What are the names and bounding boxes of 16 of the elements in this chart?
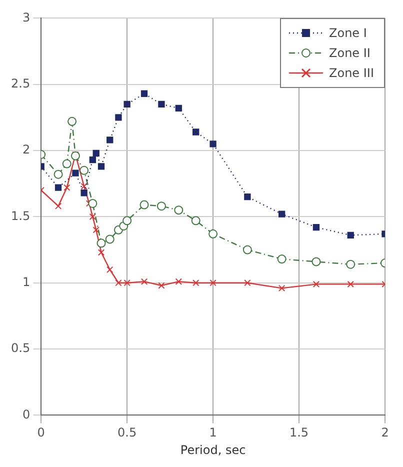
legend-label: Zone I [329, 26, 367, 40]
x-tick-label: 0.5 [118, 426, 137, 440]
y-tick-label: 3 [22, 10, 30, 24]
x-axis-title: Period, sec [180, 442, 246, 457]
y-tick-label: 0.5 [10, 341, 30, 356]
legend-label: Zone III [329, 66, 374, 80]
x-tick-label: 0 [37, 426, 45, 440]
y-tick-label: 2.5 [10, 76, 30, 90]
legend-label: Zone II [329, 46, 370, 60]
y-tick-label: 1 [22, 274, 30, 289]
y-tick-label: 2 [22, 142, 30, 157]
y-tick-label: 1.5 [10, 208, 30, 223]
x-tick-label: 1.5 [289, 426, 309, 440]
y-tick-label: 0 [22, 407, 30, 422]
x-tick-label: 1 [209, 426, 217, 440]
x-tick-label: 2 [381, 426, 389, 440]
